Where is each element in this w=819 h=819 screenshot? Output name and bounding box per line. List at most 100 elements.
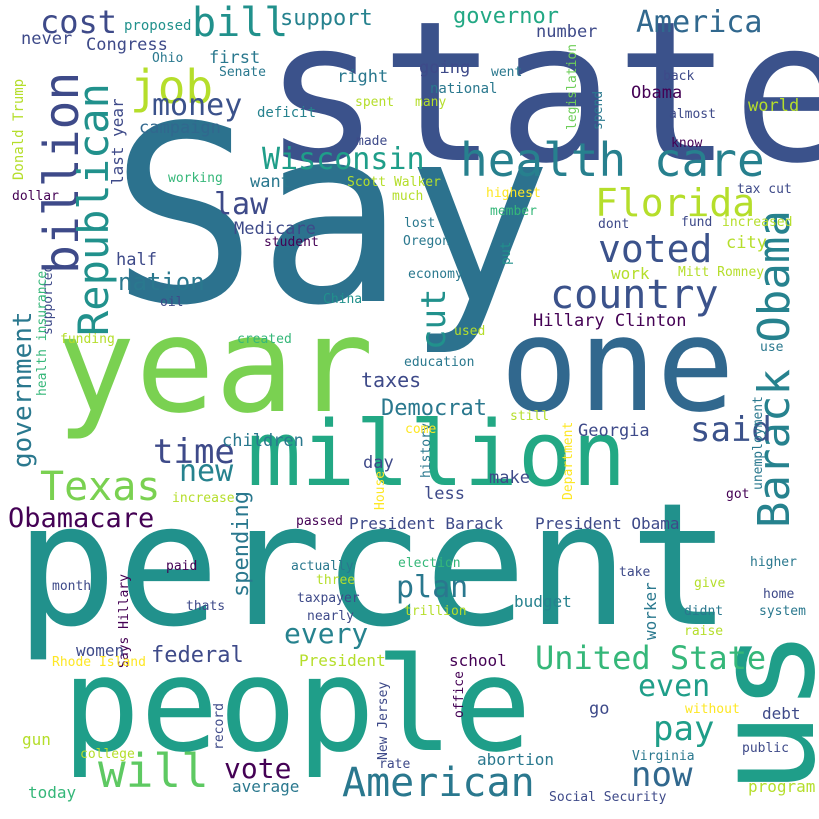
- word: raise: [684, 624, 724, 639]
- word: year: [56, 289, 374, 443]
- word: vote: [224, 752, 292, 785]
- word: proposed: [124, 18, 192, 34]
- word: pay: [653, 709, 715, 749]
- word: United State: [535, 639, 767, 677]
- word: tax cut: [737, 182, 792, 197]
- word: created: [237, 332, 292, 347]
- word: economy: [408, 267, 463, 282]
- word: less: [424, 484, 465, 504]
- word: want: [250, 172, 291, 192]
- word: take: [619, 565, 651, 580]
- word: Florida: [595, 181, 756, 225]
- word: use: [760, 340, 784, 355]
- word: unemployment: [751, 396, 766, 490]
- word: job: [130, 60, 214, 114]
- word: legislation: [565, 43, 580, 130]
- word: American: [342, 760, 535, 806]
- word: Department: [561, 421, 576, 500]
- word: plan: [396, 570, 469, 605]
- word: come: [405, 422, 437, 437]
- word: cost: [40, 3, 118, 41]
- word: day: [363, 453, 394, 473]
- word: America: [636, 5, 763, 40]
- word: student: [264, 235, 319, 250]
- word: Hillary Clinton: [533, 311, 687, 331]
- word: still: [510, 409, 550, 424]
- word: higher: [750, 555, 797, 570]
- word: deficit: [257, 105, 317, 121]
- word: school: [449, 651, 507, 670]
- word: even: [638, 669, 711, 704]
- word: every: [284, 617, 369, 650]
- word: number: [536, 22, 598, 42]
- word: debt: [762, 704, 801, 723]
- word: never: [21, 29, 73, 49]
- word: women: [76, 641, 125, 660]
- word: spent: [355, 95, 395, 110]
- word: Obamacare: [8, 503, 155, 534]
- word: paid: [166, 559, 198, 574]
- word: working: [168, 171, 223, 186]
- word: city: [726, 233, 767, 253]
- word: abortion: [477, 750, 555, 769]
- word: three: [316, 573, 356, 588]
- word: federal: [151, 643, 244, 668]
- word: Texas: [40, 464, 161, 510]
- word: nation: [118, 268, 205, 296]
- word: Social Security: [549, 790, 667, 805]
- word: half: [116, 250, 157, 270]
- word: gun: [22, 730, 51, 749]
- word: Medicare: [234, 219, 316, 239]
- word: million: [247, 402, 627, 507]
- word: cut: [414, 288, 454, 350]
- word: President: [299, 651, 386, 670]
- word: one: [500, 289, 735, 441]
- word: dollar: [12, 189, 59, 204]
- word: go: [589, 699, 610, 719]
- word: Ohio: [152, 51, 184, 66]
- word: thats: [186, 599, 226, 614]
- word: make: [489, 468, 530, 488]
- word: last year: [108, 98, 127, 185]
- word: spending: [229, 491, 254, 597]
- word: world: [748, 96, 800, 116]
- word: new: [179, 454, 234, 489]
- word: percent: [15, 467, 732, 665]
- word: going: [419, 58, 471, 78]
- word: funding: [60, 332, 115, 347]
- word: Georgia: [578, 421, 650, 441]
- word: people: [62, 629, 532, 781]
- word: today: [28, 783, 77, 802]
- word: China: [323, 292, 363, 307]
- word: will: [98, 744, 209, 798]
- word: Virginia: [632, 749, 695, 764]
- word: average: [232, 777, 300, 796]
- word: oil: [160, 295, 184, 310]
- word: voted: [598, 227, 713, 271]
- word: home: [763, 587, 795, 602]
- word: nearly: [307, 609, 354, 624]
- word: worker: [641, 582, 660, 640]
- word: office: [452, 671, 467, 718]
- word: Congress: [86, 35, 168, 55]
- word: Donald Trump: [11, 78, 27, 180]
- word: went: [491, 65, 523, 80]
- word: President Barack: [349, 514, 504, 533]
- word: money: [152, 88, 243, 123]
- word: budget: [514, 592, 572, 611]
- word: fund: [681, 215, 713, 230]
- word: education: [404, 355, 475, 370]
- word: Rhode Island: [52, 655, 146, 670]
- word: children: [222, 431, 304, 451]
- word: month: [52, 579, 92, 594]
- word: passed: [296, 514, 343, 529]
- word: state: [263, 0, 819, 206]
- word: said: [690, 410, 772, 450]
- word: work: [611, 264, 650, 283]
- word: Say: [110, 74, 553, 359]
- word: actually: [291, 559, 354, 574]
- word: give: [694, 576, 726, 591]
- word: health care: [460, 133, 765, 187]
- word: law: [214, 187, 269, 222]
